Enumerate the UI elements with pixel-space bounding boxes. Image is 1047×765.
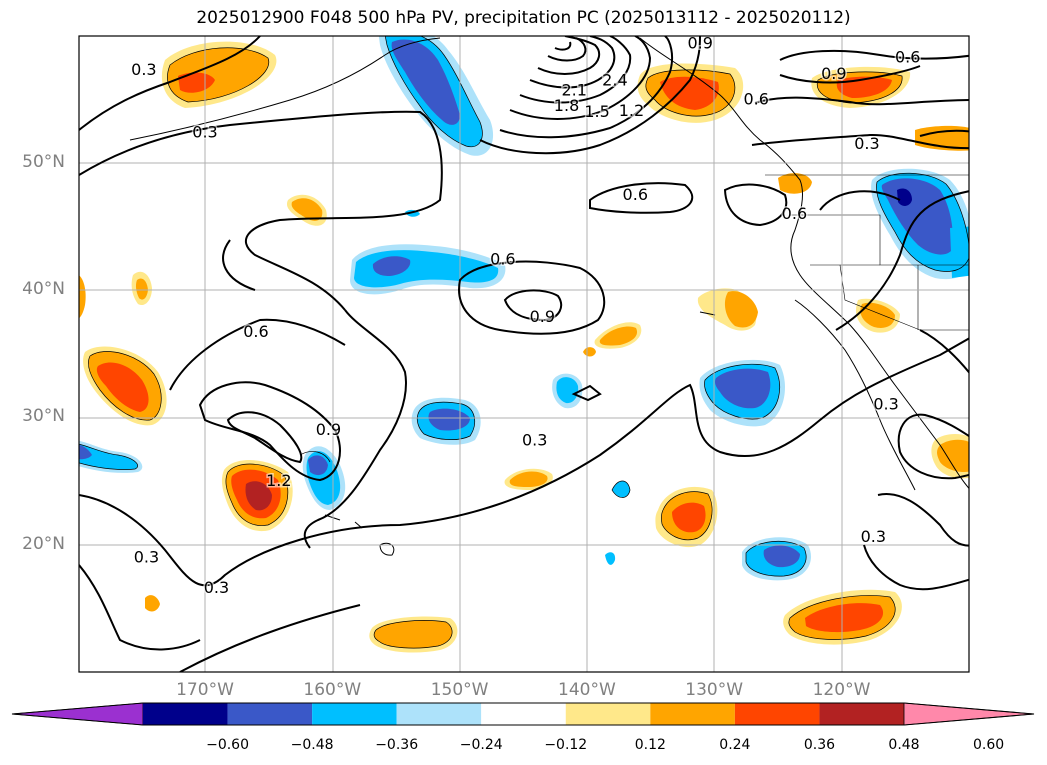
colorbar-tick-label: −0.60	[206, 737, 249, 753]
shading-outlines	[79, 36, 969, 649]
contour-label: 1.8	[554, 96, 579, 115]
contour-label: 0.9	[530, 307, 555, 326]
colorbar-tick-label: 0.60	[972, 737, 1005, 753]
pv-contours	[79, 36, 969, 672]
contour-label: 1.2	[619, 101, 644, 120]
graticule	[79, 36, 969, 672]
precip-negative-anomalies	[79, 36, 969, 581]
colorbar-bin	[481, 703, 566, 725]
lon-label: 150°W	[430, 680, 489, 700]
colorbar-bin	[227, 703, 313, 725]
contour-label: 0.9	[687, 33, 712, 52]
colorbar-tick-label: −0.36	[375, 737, 419, 753]
colorbar-bin	[650, 703, 735, 725]
contour-label: 0.6	[490, 250, 515, 269]
colorbar-tick-label: 0.12	[634, 737, 666, 753]
colorbar-frame	[11, 702, 1035, 726]
colorbar-bin	[312, 703, 397, 725]
contour-label: 0.6	[782, 204, 807, 223]
chart-title: 2025012900 F048 500 hPa PV, precipitatio…	[196, 8, 851, 28]
colorbar-extend-low	[11, 702, 144, 726]
lat-label: 30°N	[22, 406, 65, 427]
map-background	[79, 36, 969, 672]
colorbar-tick-label: 0.24	[719, 737, 751, 753]
contour-label: 0.3	[861, 527, 886, 546]
contour-label: 0.9	[316, 420, 341, 439]
colorbar-tick-label: −0.48	[290, 737, 334, 753]
contour-label: 0.3	[873, 395, 898, 414]
contour-label: 0.3	[204, 578, 229, 597]
colorbar-tick-label: −0.12	[544, 737, 588, 753]
contour-label: 0.3	[131, 60, 156, 79]
colorbar-extend-high	[903, 702, 1035, 726]
lon-label: 140°W	[558, 680, 616, 700]
lon-label: 130°W	[685, 680, 744, 700]
colorbar-bin	[734, 703, 820, 725]
colorbar-bin	[143, 703, 228, 725]
contour-label: 0.9	[821, 64, 846, 83]
contour-label: 0.3	[854, 134, 879, 153]
contour-label: 0.3	[522, 430, 547, 449]
colorbar-tick-label: 0.36	[803, 737, 836, 753]
colorbar	[11, 702, 1035, 726]
contour-label: 1.5	[584, 102, 609, 121]
contour-label: 0.6	[895, 47, 920, 66]
colorbar-bin	[565, 703, 651, 725]
lat-label: 50°N	[22, 152, 65, 172]
contour-label: 0.6	[743, 89, 768, 108]
lon-label: 170°W	[176, 680, 234, 700]
contour-label: 0.6	[243, 322, 268, 341]
colorbar-bin	[819, 703, 904, 725]
lon-label: 120°W	[812, 680, 871, 700]
pv-map: 0.3 0.3 0.3 0.3 0.3 0.3 0.3 0.3 0.6 0.6 0.6 0.6 0.6 0…	[78, 33, 970, 673]
contour-label: 0.3	[192, 122, 217, 141]
contour-labels: 0.3 0.3 0.3 0.3 0.3 0.3 0.3 0.3 0.6 0.6 0.6 0.6 0.6 0…	[130, 33, 922, 598]
coastlines	[129, 37, 969, 556]
map-frame	[78, 35, 970, 673]
lat-label: 40°N	[22, 279, 65, 300]
colorbar-bin	[396, 703, 482, 725]
contour-label: 2.4	[602, 70, 627, 89]
lon-label: 160°W	[303, 680, 362, 700]
contour-label: 0.6	[623, 185, 648, 204]
lat-label: 20°N	[22, 533, 65, 554]
contour-label: 1.2	[266, 471, 291, 490]
colorbar-tick-label: −0.24	[459, 737, 503, 753]
colorbar-tick-label: 0.48	[888, 737, 920, 753]
contour-label: 0.3	[134, 547, 159, 566]
contour-label: 2.1	[561, 80, 586, 99]
